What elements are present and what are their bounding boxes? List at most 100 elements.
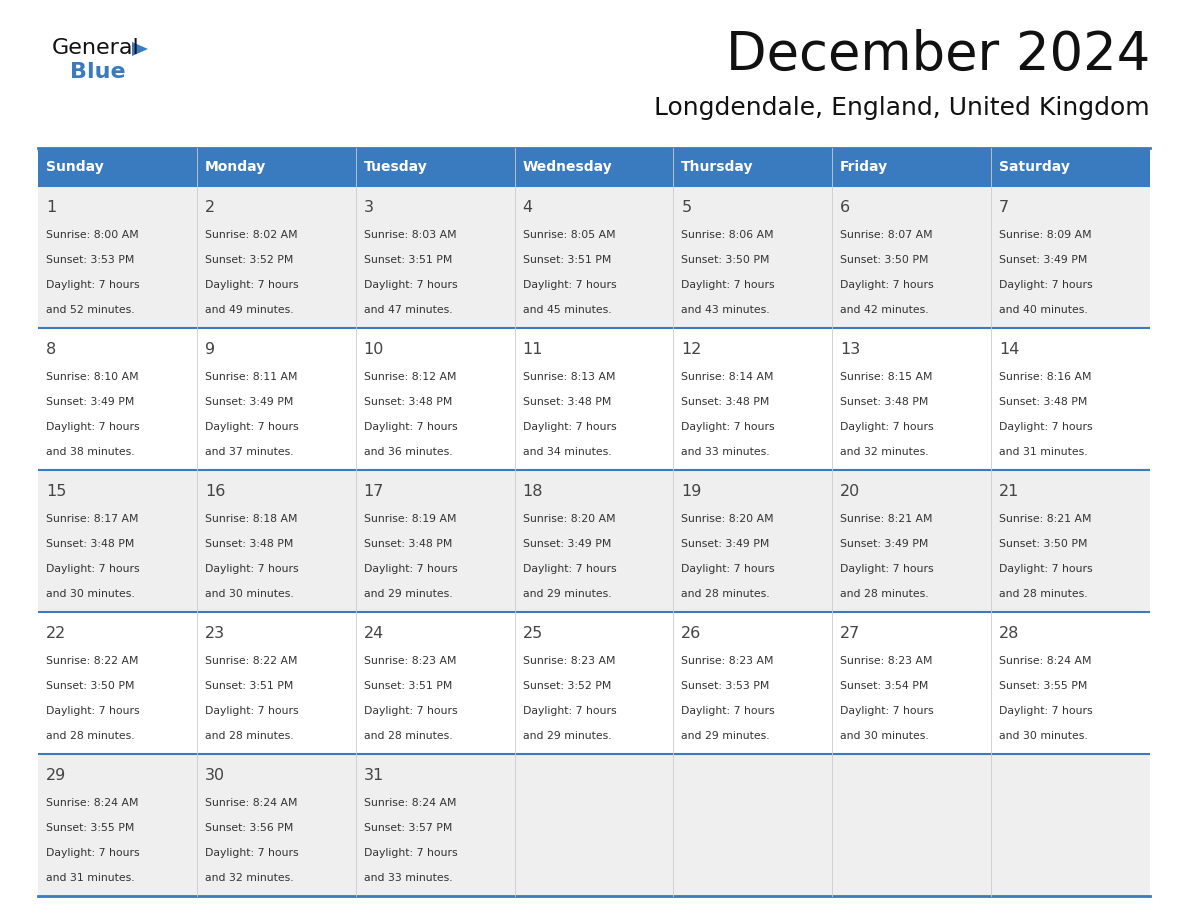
Bar — [514, 612, 674, 754]
Text: Tuesday: Tuesday — [364, 160, 428, 174]
Text: Sunrise: 8:22 AM: Sunrise: 8:22 AM — [204, 656, 297, 666]
Text: 22: 22 — [46, 626, 67, 641]
Bar — [991, 470, 1150, 612]
Text: Sunrise: 8:17 AM: Sunrise: 8:17 AM — [46, 514, 139, 524]
Text: Sunset: 3:48 PM: Sunset: 3:48 PM — [204, 539, 293, 549]
Text: and 33 minutes.: and 33 minutes. — [364, 873, 453, 882]
Text: and 29 minutes.: and 29 minutes. — [523, 588, 611, 599]
Bar — [833, 148, 991, 186]
Text: and 42 minutes.: and 42 minutes. — [840, 305, 929, 315]
Text: Daylight: 7 hours: Daylight: 7 hours — [204, 421, 298, 431]
Text: and 43 minutes.: and 43 minutes. — [682, 305, 770, 315]
Text: Daylight: 7 hours: Daylight: 7 hours — [364, 847, 457, 857]
Text: Sunset: 3:49 PM: Sunset: 3:49 PM — [204, 397, 293, 407]
Text: and 30 minutes.: and 30 minutes. — [999, 731, 1088, 741]
Text: 19: 19 — [682, 484, 702, 499]
Text: Sunset: 3:48 PM: Sunset: 3:48 PM — [364, 539, 451, 549]
Text: Sunset: 3:51 PM: Sunset: 3:51 PM — [523, 255, 611, 265]
Text: 6: 6 — [840, 200, 851, 215]
Text: Daylight: 7 hours: Daylight: 7 hours — [999, 706, 1093, 716]
Text: and 45 minutes.: and 45 minutes. — [523, 305, 611, 315]
Bar — [38, 328, 197, 470]
Text: and 29 minutes.: and 29 minutes. — [523, 731, 611, 741]
Text: 15: 15 — [46, 484, 67, 499]
Text: Sunrise: 8:12 AM: Sunrise: 8:12 AM — [364, 372, 456, 382]
Text: and 29 minutes.: and 29 minutes. — [364, 588, 453, 599]
Text: Daylight: 7 hours: Daylight: 7 hours — [523, 280, 617, 290]
Bar — [833, 328, 991, 470]
Text: and 32 minutes.: and 32 minutes. — [204, 873, 293, 882]
Text: and 28 minutes.: and 28 minutes. — [682, 588, 770, 599]
Bar — [38, 612, 197, 754]
Text: 28: 28 — [999, 626, 1019, 641]
Text: Sunday: Sunday — [46, 160, 103, 174]
Text: 4: 4 — [523, 200, 532, 215]
Text: Daylight: 7 hours: Daylight: 7 hours — [204, 847, 298, 857]
Text: and 32 minutes.: and 32 minutes. — [840, 446, 929, 456]
Text: Daylight: 7 hours: Daylight: 7 hours — [682, 280, 775, 290]
Text: Sunset: 3:49 PM: Sunset: 3:49 PM — [46, 397, 134, 407]
Text: Sunrise: 8:16 AM: Sunrise: 8:16 AM — [999, 372, 1092, 382]
Text: Daylight: 7 hours: Daylight: 7 hours — [46, 706, 139, 716]
Text: 16: 16 — [204, 484, 226, 499]
Text: Sunset: 3:48 PM: Sunset: 3:48 PM — [523, 397, 611, 407]
Text: Daylight: 7 hours: Daylight: 7 hours — [999, 280, 1093, 290]
Text: Daylight: 7 hours: Daylight: 7 hours — [523, 564, 617, 574]
Text: Sunset: 3:50 PM: Sunset: 3:50 PM — [840, 255, 929, 265]
Text: Daylight: 7 hours: Daylight: 7 hours — [682, 564, 775, 574]
Text: and 38 minutes.: and 38 minutes. — [46, 446, 134, 456]
Text: Sunrise: 8:24 AM: Sunrise: 8:24 AM — [204, 798, 297, 808]
Text: Sunrise: 8:15 AM: Sunrise: 8:15 AM — [840, 372, 933, 382]
Bar — [674, 148, 833, 186]
Bar — [674, 754, 833, 896]
Text: Sunset: 3:55 PM: Sunset: 3:55 PM — [46, 823, 134, 833]
Text: and 33 minutes.: and 33 minutes. — [682, 446, 770, 456]
Text: Daylight: 7 hours: Daylight: 7 hours — [364, 706, 457, 716]
Text: and 28 minutes.: and 28 minutes. — [999, 588, 1088, 599]
Text: General: General — [52, 38, 140, 58]
Bar — [833, 612, 991, 754]
Text: and 28 minutes.: and 28 minutes. — [204, 731, 293, 741]
Text: Daylight: 7 hours: Daylight: 7 hours — [364, 564, 457, 574]
Text: Daylight: 7 hours: Daylight: 7 hours — [840, 564, 934, 574]
Text: and 37 minutes.: and 37 minutes. — [204, 446, 293, 456]
Text: Daylight: 7 hours: Daylight: 7 hours — [999, 564, 1093, 574]
Text: Daylight: 7 hours: Daylight: 7 hours — [46, 847, 139, 857]
Text: and 30 minutes.: and 30 minutes. — [204, 588, 293, 599]
Text: Sunrise: 8:24 AM: Sunrise: 8:24 AM — [364, 798, 456, 808]
Bar — [38, 186, 197, 328]
Text: Daylight: 7 hours: Daylight: 7 hours — [682, 706, 775, 716]
Text: Daylight: 7 hours: Daylight: 7 hours — [840, 706, 934, 716]
Text: 8: 8 — [46, 342, 56, 357]
Bar — [514, 148, 674, 186]
Text: Sunrise: 8:21 AM: Sunrise: 8:21 AM — [999, 514, 1092, 524]
Text: 25: 25 — [523, 626, 543, 641]
Text: 30: 30 — [204, 768, 225, 783]
Text: Sunset: 3:51 PM: Sunset: 3:51 PM — [364, 255, 451, 265]
Text: Sunset: 3:50 PM: Sunset: 3:50 PM — [46, 681, 134, 691]
Text: Sunset: 3:53 PM: Sunset: 3:53 PM — [46, 255, 134, 265]
Text: Sunset: 3:56 PM: Sunset: 3:56 PM — [204, 823, 293, 833]
Bar — [674, 470, 833, 612]
Bar — [514, 754, 674, 896]
Text: and 34 minutes.: and 34 minutes. — [523, 446, 611, 456]
Text: Friday: Friday — [840, 160, 889, 174]
Text: Sunrise: 8:18 AM: Sunrise: 8:18 AM — [204, 514, 297, 524]
Text: Sunrise: 8:23 AM: Sunrise: 8:23 AM — [364, 656, 456, 666]
Text: 24: 24 — [364, 626, 384, 641]
Text: 31: 31 — [364, 768, 384, 783]
Text: Daylight: 7 hours: Daylight: 7 hours — [204, 706, 298, 716]
Text: Sunrise: 8:07 AM: Sunrise: 8:07 AM — [840, 230, 933, 240]
Text: Thursday: Thursday — [682, 160, 754, 174]
Text: Sunset: 3:48 PM: Sunset: 3:48 PM — [840, 397, 929, 407]
Text: Daylight: 7 hours: Daylight: 7 hours — [364, 280, 457, 290]
Text: Sunset: 3:49 PM: Sunset: 3:49 PM — [840, 539, 929, 549]
Text: Sunset: 3:51 PM: Sunset: 3:51 PM — [364, 681, 451, 691]
Text: Sunrise: 8:03 AM: Sunrise: 8:03 AM — [364, 230, 456, 240]
Bar — [991, 328, 1150, 470]
Text: Daylight: 7 hours: Daylight: 7 hours — [46, 564, 139, 574]
Bar — [355, 328, 514, 470]
Bar — [991, 186, 1150, 328]
Text: Daylight: 7 hours: Daylight: 7 hours — [840, 421, 934, 431]
Text: 5: 5 — [682, 200, 691, 215]
